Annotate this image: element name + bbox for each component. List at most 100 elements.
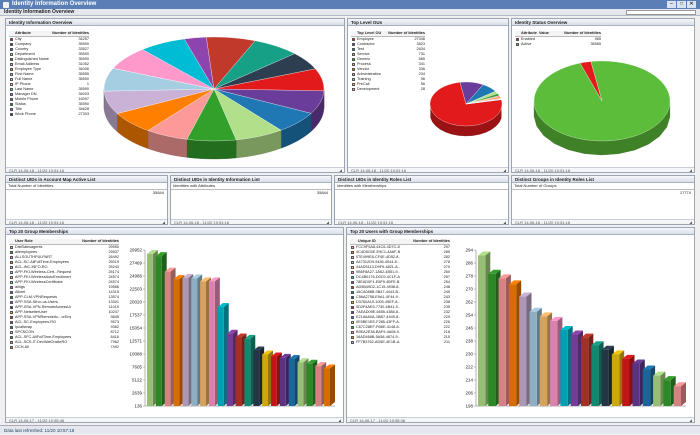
footer-timestamp: CLR 14-06-18 - 11/20 10:51:16 [515,220,570,225]
bar-front [262,354,268,406]
legend-swatch [351,291,354,294]
legend-swatch [351,341,354,344]
y-tick-label: 222 [465,365,473,370]
legend-swatch [10,256,13,259]
legend-swatch [352,48,355,51]
bar-front [540,316,547,406]
bar-front [298,362,304,406]
top-users-table: Unique ID Number of Identities FCC9F9A8-… [350,239,450,345]
legend-swatch [351,286,354,289]
resize-icon[interactable]: ◢ [162,220,165,225]
bar-front [280,358,286,406]
top-groups-bar-chart: 2995227469249862250320020175371505412571… [121,242,341,412]
bar-front [306,364,312,406]
bar-front [244,339,250,406]
legend-swatch [10,58,13,61]
y-tick-label: 27469 [129,261,142,266]
legend-swatch [351,256,354,259]
maximize-icon[interactable]: □ [677,1,686,8]
legend-swatch [10,291,13,294]
bar-front [209,281,215,406]
legend-swatch [10,88,13,91]
bar-front [165,272,171,406]
dashboard-header: Identity Information Overview [0,9,700,16]
resize-icon[interactable]: ◢ [338,418,341,423]
legend-swatch [351,281,354,284]
footer-timestamp: CLR 14-06-18 - 11/20 10:51:16 [338,220,393,225]
bar-front [324,368,330,406]
legend-swatch [10,246,13,249]
pie-top [104,37,324,141]
y-tick-label: 17537 [129,313,142,318]
legend-swatch [10,53,13,56]
top-level-ous-panel: Top Level OUs Top Level OU Number of Ide… [347,18,509,173]
resize-icon[interactable]: ◢ [689,220,692,225]
resize-icon[interactable]: ◢ [339,168,342,173]
legend-swatch [10,286,13,289]
bar-front [663,380,670,406]
pie-slice[interactable] [534,61,670,141]
legend-swatch [10,48,13,51]
bar-front [581,338,588,406]
bar-front [674,386,681,406]
legend-swatch [351,306,354,309]
legend-swatch [352,43,355,46]
bar[interactable] [324,364,335,406]
footer-timestamp: CLR 14-06-18 - 11/20 10:51:16 [9,168,64,173]
row-label: Active [521,42,553,47]
panel-footer: CLR 14-06-18 - 11/20 10:51:16 ◢ [6,167,344,172]
legend-swatch [10,98,13,101]
panel-header: Top Level OUs [348,19,508,26]
resize-icon[interactable]: ◢ [689,418,692,423]
col-header-count: Number of Identities [400,239,450,244]
minimize-icon[interactable]: – [667,1,676,8]
legend-swatch [10,306,13,309]
identity-status-pie-chart [530,59,680,164]
app-icon [3,2,9,8]
bar-front [289,359,295,406]
legend-swatch [351,326,354,329]
resize-icon[interactable]: ◢ [689,168,692,173]
bar[interactable] [674,382,686,406]
panel-header: Distinct UIDs in Identity Roles List [335,176,508,183]
y-tick-label: 7605 [132,365,143,370]
legend-swatch [10,103,13,106]
legend-swatch [352,88,355,91]
legend-swatch [10,251,13,254]
legend-swatch [10,346,13,349]
panel-footer: CLR 14-06-18 - 11/20 10:51:16◢ [348,167,508,172]
legend-swatch [351,331,354,334]
resize-icon[interactable]: ◢ [503,220,506,225]
bar-front [530,312,537,406]
row-value: 35565 [553,42,601,47]
row-value: 211 [400,340,450,345]
legend-swatch [10,271,13,274]
column-header: Identities with Attributes [171,183,331,190]
status-bar: Data last refreshed: 11/20 10:57:18 [0,425,700,434]
close-icon[interactable]: ✕ [687,1,696,8]
row-value: 7492 [71,345,119,350]
identity-status-table: Attribute Value Number of Identities Ena… [515,31,601,47]
identity-overview-pie-chart [96,31,336,166]
layout-selector[interactable] [626,10,696,15]
table-row[interactable]: FF7B3762-AD5E-4E1B-A...211 [350,340,450,345]
resize-icon[interactable]: ◢ [503,168,506,173]
legend-swatch [352,78,355,81]
row-value: 27303 [49,112,89,117]
bar-front [653,376,660,406]
bar-front [174,279,180,406]
legend-swatch [516,43,519,46]
bar-front [560,330,567,406]
panel-footer: CLR 14-06-18 - 11/20 10:51:16◢ [171,219,331,224]
y-tick-label: 15054 [129,326,142,331]
panel-footer: CLR 14-06-18 - 11/20 10:51:16◢ [512,167,694,172]
column-header: Total Number of Groups [512,183,694,190]
legend-swatch [10,113,13,116]
legend-swatch [351,321,354,324]
resize-icon[interactable]: ◢ [326,220,329,225]
